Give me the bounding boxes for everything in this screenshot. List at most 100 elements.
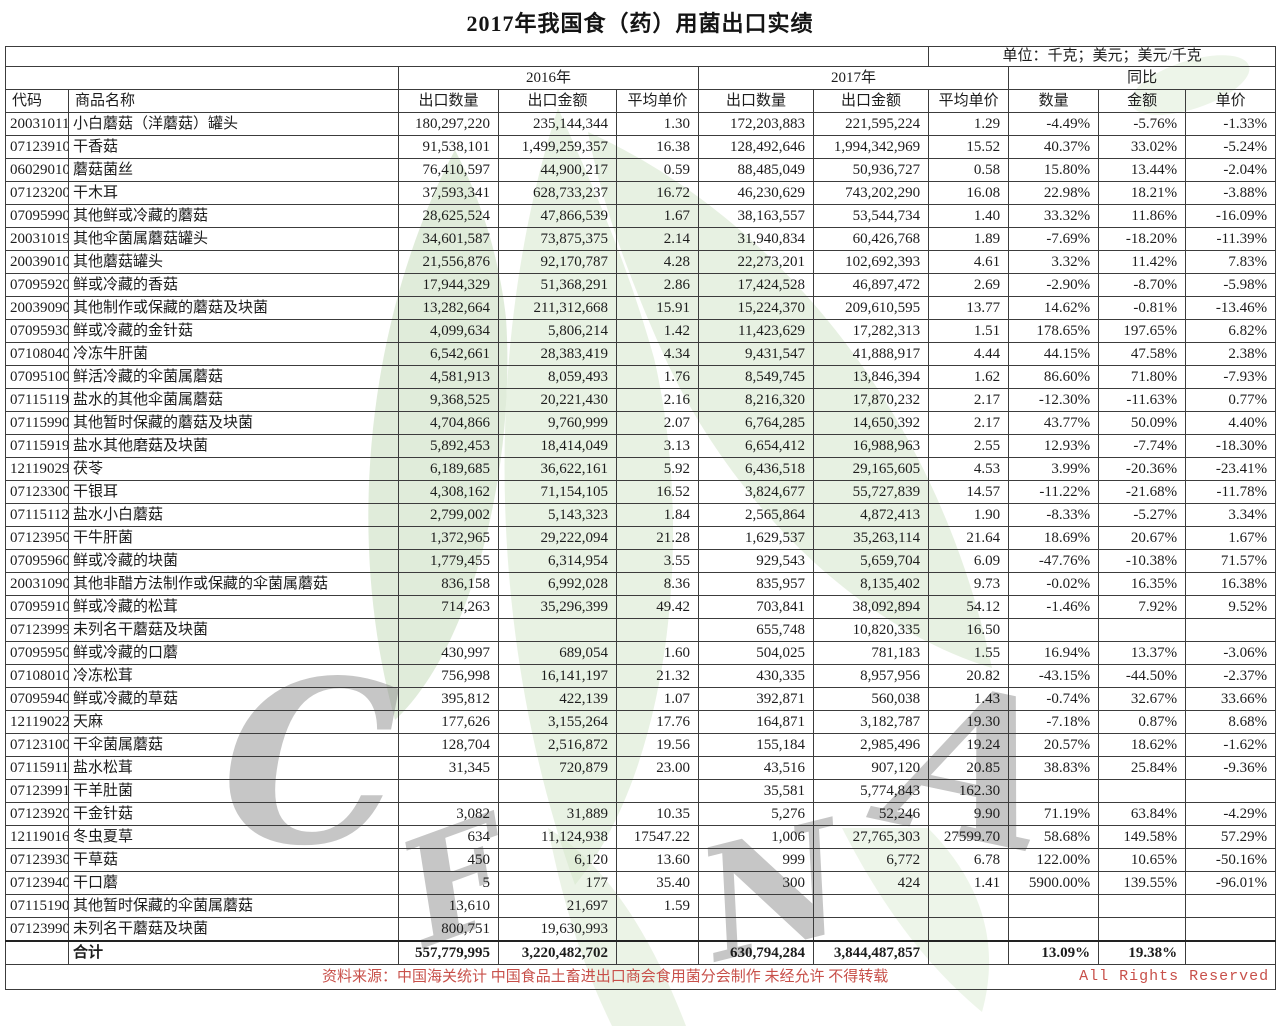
name-cell: 鲜活冷藏的伞菌属蘑菇 — [68, 365, 399, 389]
code-cell: 07095100 — [5, 365, 69, 389]
code-cell: 07095920 — [5, 273, 69, 297]
qty-2016-cell: 177,626 — [398, 710, 499, 734]
name-cell: 其他伞菌属蘑菇罐头 — [68, 227, 399, 251]
price-2016-cell: 8.36 — [616, 572, 699, 596]
qty-2017-cell: 128,492,646 — [698, 135, 814, 159]
code-cell: 07123990 — [5, 917, 69, 942]
code-cell: 07095950 — [5, 641, 69, 665]
price-2016-cell — [616, 779, 699, 803]
name-cell: 其他非醋方法制作或保藏的伞菌属蘑菇 — [68, 572, 399, 596]
qty-2016-cell: 4,704,866 — [398, 411, 499, 435]
table-row: 12119029 茯苓 6,189,685 36,622,161 5.92 6,436,5… — [5, 457, 1277, 481]
yoy-price-cell — [1185, 894, 1277, 918]
value-2016-cell: 92,170,787 — [498, 250, 617, 274]
qty-2016-cell: 34,601,587 — [398, 227, 499, 251]
qty-2016-cell: 91,538,101 — [398, 135, 499, 159]
value-2016-cell: 9,760,999 — [498, 411, 617, 435]
table-row: 07115919 盐水其他磨菇及块菌 5,892,453 18,414,049 3.13… — [5, 434, 1277, 458]
price-2017-cell: 2.55 — [928, 434, 1010, 458]
yoy-price-cell: -13.46% — [1185, 296, 1277, 320]
total-qty-2017: 630,794,284 — [698, 940, 814, 965]
total-yoy-qty: 13.09% — [1008, 940, 1100, 965]
qty-2017-cell: 9,431,547 — [698, 342, 814, 366]
qty-2016-cell: 5 — [398, 871, 499, 895]
price-2016-cell: 35.40 — [616, 871, 699, 895]
code-cell: 07123910 — [5, 135, 69, 159]
group-header-row: 2016年 2017年 同比 — [5, 66, 1277, 90]
price-2017-cell: 2.17 — [928, 411, 1010, 435]
yoy-qty-cell: -11.22% — [1008, 480, 1100, 504]
yoy-value-cell: -8.70% — [1098, 273, 1187, 297]
table-row: 07115990 其他暂时保藏的蘑菇及块菌 4,704,866 9,760,999 2.… — [5, 411, 1277, 435]
table-row: 07123910 干香菇 91,538,101 1,499,259,357 16.38 1… — [5, 135, 1277, 159]
value-2016-cell: 422,139 — [498, 687, 617, 711]
yoy-price-cell: 4.40% — [1185, 411, 1277, 435]
price-2016-cell: 1.67 — [616, 204, 699, 228]
price-2017-cell: 19.24 — [928, 733, 1010, 757]
value-2017-cell: 60,426,768 — [812, 227, 930, 251]
value-2017-cell: 29,165,605 — [812, 457, 930, 481]
qty-2016-cell: 6,189,685 — [398, 457, 499, 481]
value-2017-cell: 8,135,402 — [812, 572, 930, 596]
unit-row-spacer — [4, 46, 930, 67]
price-2016-cell: 19.56 — [616, 733, 699, 757]
price-2016-cell: 3.55 — [616, 549, 699, 573]
yoy-value-cell: 47.58% — [1098, 342, 1187, 366]
code-cell: 07095940 — [5, 687, 69, 711]
code-cell: 07115190 — [5, 894, 69, 918]
name-cell: 鲜或冷藏的口蘑 — [68, 641, 399, 665]
table-row: 07095960 鲜或冷藏的块菌 1,779,455 6,314,954 3.55 929… — [5, 549, 1277, 573]
yoy-price-cell: 57.29% — [1185, 825, 1277, 849]
name-cell: 小白蘑菇（洋蘑菇）罐头 — [68, 112, 399, 136]
total-row: 合计 557,779,995 3,220,482,702 630,794,284… — [5, 940, 1277, 965]
yoy-value-cell: 71.80% — [1098, 365, 1187, 389]
price-2016-cell: 21.32 — [616, 664, 699, 688]
name-cell: 盐水小白蘑菇 — [68, 503, 399, 527]
name-cell: 干牛肝菌 — [68, 526, 399, 550]
code-cell: 12119022 — [5, 710, 69, 734]
qty-2016-cell: 21,556,876 — [398, 250, 499, 274]
value-2017-cell: 4,872,413 — [812, 503, 930, 527]
qty-2017-cell: 8,549,745 — [698, 365, 814, 389]
yoy-value-cell: -0.81% — [1098, 296, 1187, 320]
total-price-2017 — [928, 940, 1010, 965]
qty-2016-cell: 450 — [398, 848, 499, 872]
total-qty-2016: 557,779,995 — [398, 940, 499, 965]
qty-2017-cell: 17,424,528 — [698, 273, 814, 297]
code-cell: 12119029 — [5, 457, 69, 481]
value-2016-cell: 5,143,323 — [498, 503, 617, 527]
price-2017-cell: 27599.70 — [928, 825, 1010, 849]
price-2017-cell: 54.12 — [928, 595, 1010, 619]
price-2017-cell: 19.30 — [928, 710, 1010, 734]
price-2016-cell: 17547.22 — [616, 825, 699, 849]
yoy-price-cell: -3.06% — [1185, 641, 1277, 665]
page-title: 2017年我国食（药）用菌出口实绩 — [466, 11, 814, 36]
value-2016-cell: 2,516,872 — [498, 733, 617, 757]
yoy-price-cell: -2.37% — [1185, 664, 1277, 688]
yoy-qty-cell: 14.62% — [1008, 296, 1100, 320]
name-cell: 天麻 — [68, 710, 399, 734]
price-2016-cell — [616, 917, 699, 942]
value-2016-cell: 177 — [498, 871, 617, 895]
qty-2017-cell: 655,748 — [698, 618, 814, 642]
code-cell: 07095990 — [5, 204, 69, 228]
code-cell: 07115919 — [5, 434, 69, 458]
price-2016-cell: 16.72 — [616, 181, 699, 205]
value-2016-cell — [498, 618, 617, 642]
price-2017-cell: 9.90 — [928, 802, 1010, 826]
table-row: 07095990 其他鲜或冷藏的蘑菇 28,625,524 47,866,539 1.6… — [5, 204, 1277, 228]
value-2016-cell: 29,222,094 — [498, 526, 617, 550]
qty-2017-cell: 6,764,285 — [698, 411, 814, 435]
qty-2017-cell: 504,025 — [698, 641, 814, 665]
qty-2017-cell: 8,216,320 — [698, 388, 814, 412]
qty-2017-cell: 3,824,677 — [698, 480, 814, 504]
value-2016-cell: 6,992,028 — [498, 572, 617, 596]
value-2017-cell: 5,659,704 — [812, 549, 930, 573]
yoy-value-cell: 0.87% — [1098, 710, 1187, 734]
qty-2017-cell: 35,581 — [698, 779, 814, 803]
value-2016-cell: 21,697 — [498, 894, 617, 918]
qty-2017-cell: 22,273,201 — [698, 250, 814, 274]
yoy-value-cell: -7.74% — [1098, 434, 1187, 458]
total-yoy-value: 19.38% — [1098, 940, 1187, 965]
value-2016-cell: 16,141,197 — [498, 664, 617, 688]
